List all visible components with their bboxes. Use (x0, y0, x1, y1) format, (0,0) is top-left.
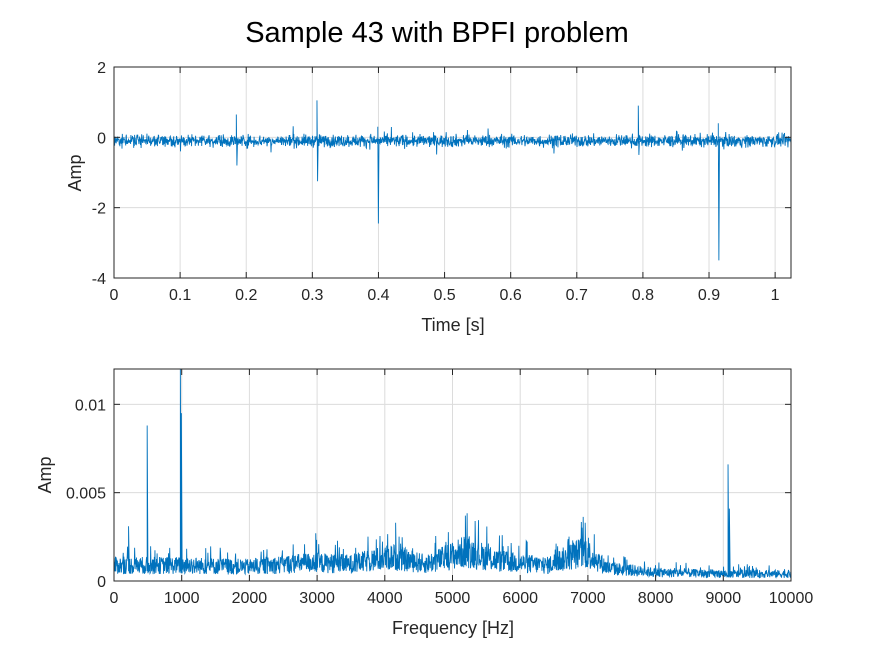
time-x-axis-label: Time [s] (421, 315, 484, 335)
y-tick-label: -2 (92, 201, 106, 218)
x-tick-label: 10000 (769, 590, 814, 607)
spectrum-x-axis-label: Frequency [Hz] (392, 618, 514, 638)
x-tick-label: 0.1 (169, 287, 191, 304)
spectrum-y-axis-label: Amp (35, 456, 55, 493)
x-tick-label: 3000 (299, 590, 335, 607)
x-tick-label: 0 (110, 287, 119, 304)
y-tick-label: 0 (97, 574, 106, 591)
x-tick-label: 0.3 (301, 287, 323, 304)
x-tick-label: 8000 (638, 590, 674, 607)
time-y-axis-label: Amp (65, 154, 85, 191)
y-tick-label: 0 (97, 130, 106, 147)
y-tick-label: 0.005 (66, 486, 106, 503)
x-tick-label: 0.7 (566, 287, 588, 304)
time-plot-area (113, 66, 792, 279)
spectrum-plot-ticks: 0 1000 2000 3000 4000 5000 6000 7000 8000 9000 100… (66, 369, 813, 607)
x-tick-label: 0.6 (500, 287, 522, 304)
time-plot-frame (113, 66, 792, 279)
x-tick-label: 1 (771, 287, 780, 304)
x-tick-label: 0.5 (433, 287, 455, 304)
x-tick-label: 6000 (502, 590, 538, 607)
y-tick-label: 0.01 (75, 397, 106, 414)
x-tick-label: 4000 (367, 590, 403, 607)
spectrum-plot: 0 1000 2000 3000 4000 5000 6000 7000 8000 9000 100… (35, 368, 813, 638)
x-tick-label: 0 (110, 590, 119, 607)
time-plot-ticks: 0 0.1 0.2 0.3 0.4 0.5 0.6 0.7 0.8 0.9 1 -4 -2 0 2 (92, 60, 791, 304)
x-tick-label: 1000 (164, 590, 200, 607)
y-tick-label: -4 (92, 271, 106, 288)
x-tick-label: 2000 (232, 590, 268, 607)
figure-title: Sample 43 with BPFI problem (245, 17, 629, 49)
y-tick-label: 2 (97, 60, 106, 77)
x-tick-label: 7000 (570, 590, 606, 607)
x-tick-label: 0.9 (698, 287, 720, 304)
x-tick-label: 0.2 (235, 287, 257, 304)
x-tick-label: 0.8 (632, 287, 654, 304)
x-tick-label: 9000 (706, 590, 742, 607)
x-tick-label: 0.4 (367, 287, 389, 304)
x-tick-label: 5000 (435, 590, 471, 607)
time-signal-plot: 0 0.1 0.2 0.3 0.4 0.5 0.6 0.7 0.8 0.9 1 -4 -2 0 2 Time… (65, 60, 792, 335)
time-signal-series (113, 100, 792, 261)
